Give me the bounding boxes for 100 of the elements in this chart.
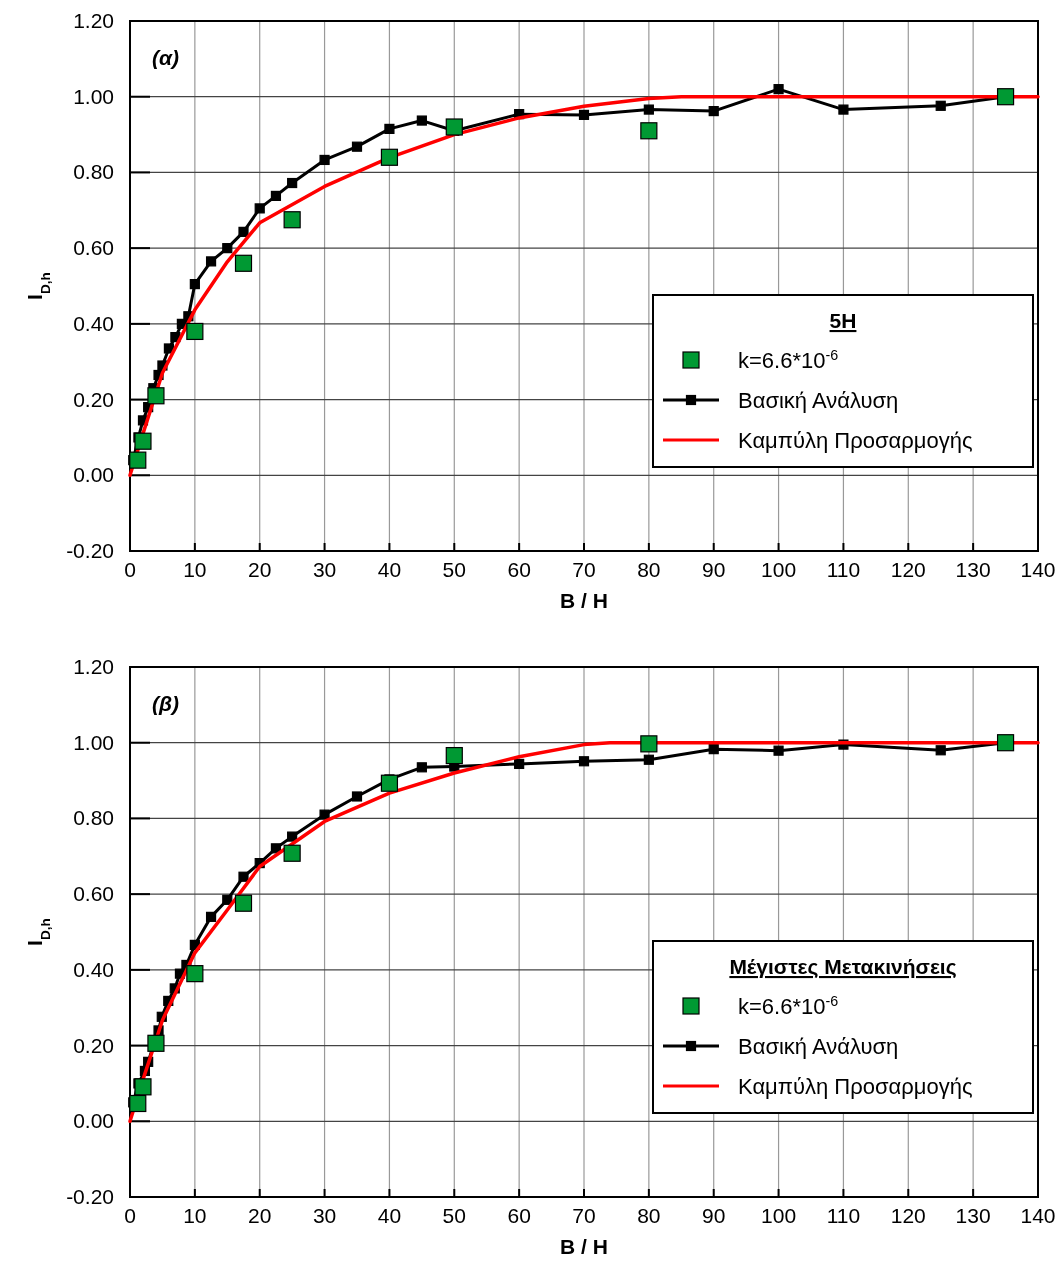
x-tick-label: 0: [124, 1204, 136, 1227]
point: [254, 203, 265, 214]
point: [287, 831, 298, 842]
x-tick-label: 10: [183, 558, 207, 581]
x-tick-label: 140: [1020, 1204, 1056, 1227]
point: [578, 109, 590, 120]
y-tick-label: 0.40: [73, 311, 114, 335]
x-tick-label: 30: [312, 558, 337, 581]
y-tick-label: 0.20: [73, 1033, 114, 1057]
point: [287, 177, 298, 189]
y-tick-label: 1.00: [73, 84, 114, 108]
x-tick-label: 40: [377, 558, 402, 581]
point: [222, 243, 233, 254]
y-tick-label: -0.20: [66, 539, 114, 562]
point: [384, 123, 395, 134]
x-axis-title: B / H: [560, 589, 608, 612]
point: [773, 745, 784, 756]
y-tick-label: 0.40: [73, 957, 114, 981]
point: [935, 745, 946, 756]
legend-label: Καμπύλη Προσαρμογής: [738, 428, 973, 453]
legend-label: Καμπύλη Προσαρμογής: [738, 1074, 973, 1099]
x-axis-title: B / H: [560, 1235, 608, 1258]
point: [319, 154, 330, 166]
y-tick-label: 0.80: [73, 160, 114, 184]
point: [205, 256, 217, 267]
point: [996, 734, 1015, 752]
point: [234, 894, 253, 912]
point: [514, 758, 525, 770]
x-tick-label: 10: [183, 1204, 207, 1227]
x-tick-label: 100: [761, 1204, 797, 1227]
y-tick-label: 0.60: [73, 236, 114, 260]
x-tick-label: 60: [507, 558, 531, 581]
point: [708, 106, 719, 117]
x-tick-label: 80: [637, 1204, 661, 1227]
point: [134, 1078, 152, 1096]
x-tick-label: 80: [637, 558, 661, 581]
point: [640, 122, 658, 140]
point: [380, 774, 399, 792]
point: [186, 965, 204, 983]
legend-label: k=6.6*10$^{-6}$: [738, 347, 839, 373]
point: [708, 744, 719, 755]
y-tick-label: 0.80: [73, 806, 114, 830]
x-tick-label: 120: [890, 558, 926, 581]
annotation: (α): [152, 46, 180, 69]
point: [222, 894, 233, 905]
x-tick-label: 90: [702, 1204, 726, 1227]
point: [270, 190, 282, 201]
point: [234, 254, 253, 272]
x-tick-label: 20: [248, 1204, 272, 1227]
x-tick-label: 20: [248, 558, 272, 581]
x-tick-label: 30: [312, 1204, 337, 1227]
y-tick-label: 0.00: [73, 1109, 114, 1133]
point: [351, 141, 363, 152]
point: [189, 279, 200, 290]
point: [147, 387, 165, 405]
point: [445, 746, 463, 765]
x-tick-label: 70: [572, 558, 596, 581]
x-tick-label: 0: [124, 558, 136, 581]
x-tick-label: 70: [572, 1204, 596, 1227]
x-tick-label: 50: [442, 1204, 466, 1227]
y-tick-label: 1.20: [73, 9, 114, 32]
point: [147, 1034, 165, 1052]
x-tick-label: 100: [761, 558, 797, 581]
legend-label: k=6.6*10$^{-6}$: [738, 993, 839, 1019]
x-tick-label: 130: [955, 1204, 991, 1227]
x-tick-label: 60: [507, 1204, 531, 1227]
x-tick-label: 110: [826, 558, 861, 581]
point: [643, 754, 654, 765]
point: [238, 871, 249, 882]
x-tick-label: 40: [377, 1204, 402, 1227]
point: [416, 762, 427, 773]
annotation: (β): [152, 692, 180, 715]
point: [640, 735, 658, 753]
x-tick-label: 130: [955, 558, 991, 581]
point: [351, 791, 363, 802]
legend-title: 5H: [829, 309, 857, 332]
y-tick-label: -0.20: [66, 1185, 114, 1208]
point: [283, 844, 301, 862]
point: [186, 322, 204, 341]
point: [643, 104, 654, 115]
y-tick-label: 1.00: [73, 730, 114, 754]
point: [445, 118, 463, 136]
point: [238, 226, 249, 237]
point: [205, 911, 217, 922]
point: [838, 104, 849, 115]
x-tick-label: 50: [442, 558, 466, 581]
point: [996, 88, 1015, 106]
point: [283, 211, 301, 229]
point: [935, 100, 946, 111]
y-tick-label: 0.00: [73, 463, 114, 487]
point: [129, 1094, 147, 1113]
point: [134, 432, 152, 450]
point: [380, 148, 399, 166]
point: [773, 84, 784, 95]
legend-label: Βασική Ανάλυση: [738, 1034, 899, 1059]
x-tick-label: 110: [826, 1204, 861, 1227]
point: [319, 809, 330, 820]
point: [578, 756, 590, 767]
y-tick-label: 1.20: [73, 655, 114, 678]
legend-label: Βασική Ανάλυση: [738, 388, 899, 413]
